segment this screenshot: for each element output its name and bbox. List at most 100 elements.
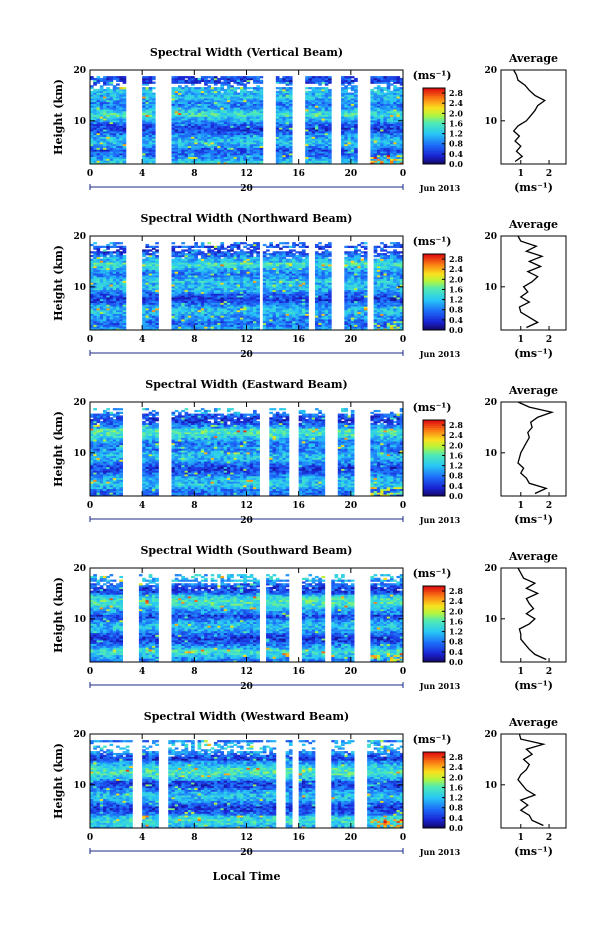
heatmap-cell [184,149,189,152]
heatmap-cell [376,151,381,154]
heatmap-cell [282,131,287,134]
heatmap-cell [383,129,388,132]
heatmap-cell [178,85,182,88]
heatmap-cell [399,127,404,130]
heatmap-cell [373,121,378,125]
heatmap-cell [210,138,215,141]
heatmap-cell [90,160,94,163]
heatmap-cell [239,123,244,126]
heatmap-cell [233,129,238,132]
heatmap-cell [148,147,153,150]
heatmap-cell [223,121,228,125]
heatmap-cell [220,140,225,143]
heatmap-cell [119,131,123,134]
heatmap-cell [207,112,212,115]
heatmap-cell [223,88,228,92]
heatmap-cell [236,121,241,125]
heatmap-cell [181,156,185,159]
heatmap-cell [116,131,120,134]
heatmap-cell [253,162,257,165]
heatmap-cell [109,110,114,114]
heatmap-cell [386,118,391,121]
heatmap-cell [386,114,391,117]
heatmap-cell [256,149,260,152]
heatmap-cell [396,127,401,130]
heatmap-cell [178,160,182,163]
heatmap-cell [305,153,309,156]
heatmap-cell [187,112,192,115]
heatmap-cell [116,127,120,130]
heatmap-cell [275,121,280,125]
heatmap-cell [399,147,404,150]
heatmap-cell [389,127,394,130]
heatmap-cell [181,118,185,121]
heatmap-cell [380,121,384,125]
heatmap-cell [314,149,319,152]
heatmap-cell [341,118,345,121]
heatmap-cell [223,123,228,126]
heatmap-cell [318,156,322,159]
heatmap-cell [376,147,381,150]
heatmap-cell [191,162,195,165]
heatmap-cell [347,118,352,121]
heatmap-cell [112,138,117,141]
heatmap-cell [236,136,241,139]
heatmap-cell [96,151,101,154]
heatmap-cell [122,76,127,79]
heatmap-cell [106,131,110,134]
heatmap-cell [249,158,254,161]
heatmap-cell [90,110,94,114]
heatmap-cell [399,140,404,143]
heatmap-cell [373,76,378,79]
heatmap-cell [145,151,150,154]
heatmap-cell [103,140,107,143]
heatmap-cell [96,114,101,117]
heatmap-cell [311,134,316,137]
heatmap-cell [393,140,397,143]
heatmap-cell [99,136,104,139]
heatmap-cell [243,142,247,145]
heatmap-cell [233,158,238,161]
heatmap-cell [305,120,309,123]
heatmap-cell [243,140,247,143]
heatmap-cell [354,120,358,123]
heatmap-cell [279,154,283,158]
heatmap-cell [347,87,352,90]
heatmap-cell [239,110,244,114]
heatmap-cell [311,127,316,130]
heatmap-cell [246,110,251,114]
heatmap-cell [370,136,375,139]
heatmap-cell [389,129,394,132]
heatmap-cell [243,147,247,150]
heatmap-cell [259,120,264,123]
heatmap-cell [226,76,231,79]
heatmap-cell [213,118,218,121]
heatmap-cell [305,76,309,79]
heatmap-cell [350,147,355,150]
heatmap-cell [253,120,257,123]
heatmap-cell [223,76,228,79]
heatmap-cell [376,142,381,145]
heatmap-cell [191,132,195,136]
heatmap-cell [151,145,156,148]
heatmap-cell [376,125,381,128]
heatmap-cell [350,85,355,88]
heatmap-cell [347,112,352,115]
heatmap-cell [383,147,388,150]
heatmap-cell [285,138,290,141]
heatmap-cell [210,162,215,165]
heatmap-cell [99,110,104,114]
heatmap-cell [259,143,264,147]
heatmap-cell [109,142,114,145]
heatmap-cell [142,132,146,136]
heatmap-cell [230,158,234,161]
heatmap-cell [109,76,114,79]
heatmap-cell [99,132,104,136]
heatmap-cell [142,118,146,121]
heatmap-cell [308,149,313,152]
heatmap-cell [389,151,394,154]
heatmap-cell [151,142,156,145]
heatmap-cell [285,140,290,143]
heatmap-cell [116,132,120,136]
heatmap-cell [399,138,404,141]
